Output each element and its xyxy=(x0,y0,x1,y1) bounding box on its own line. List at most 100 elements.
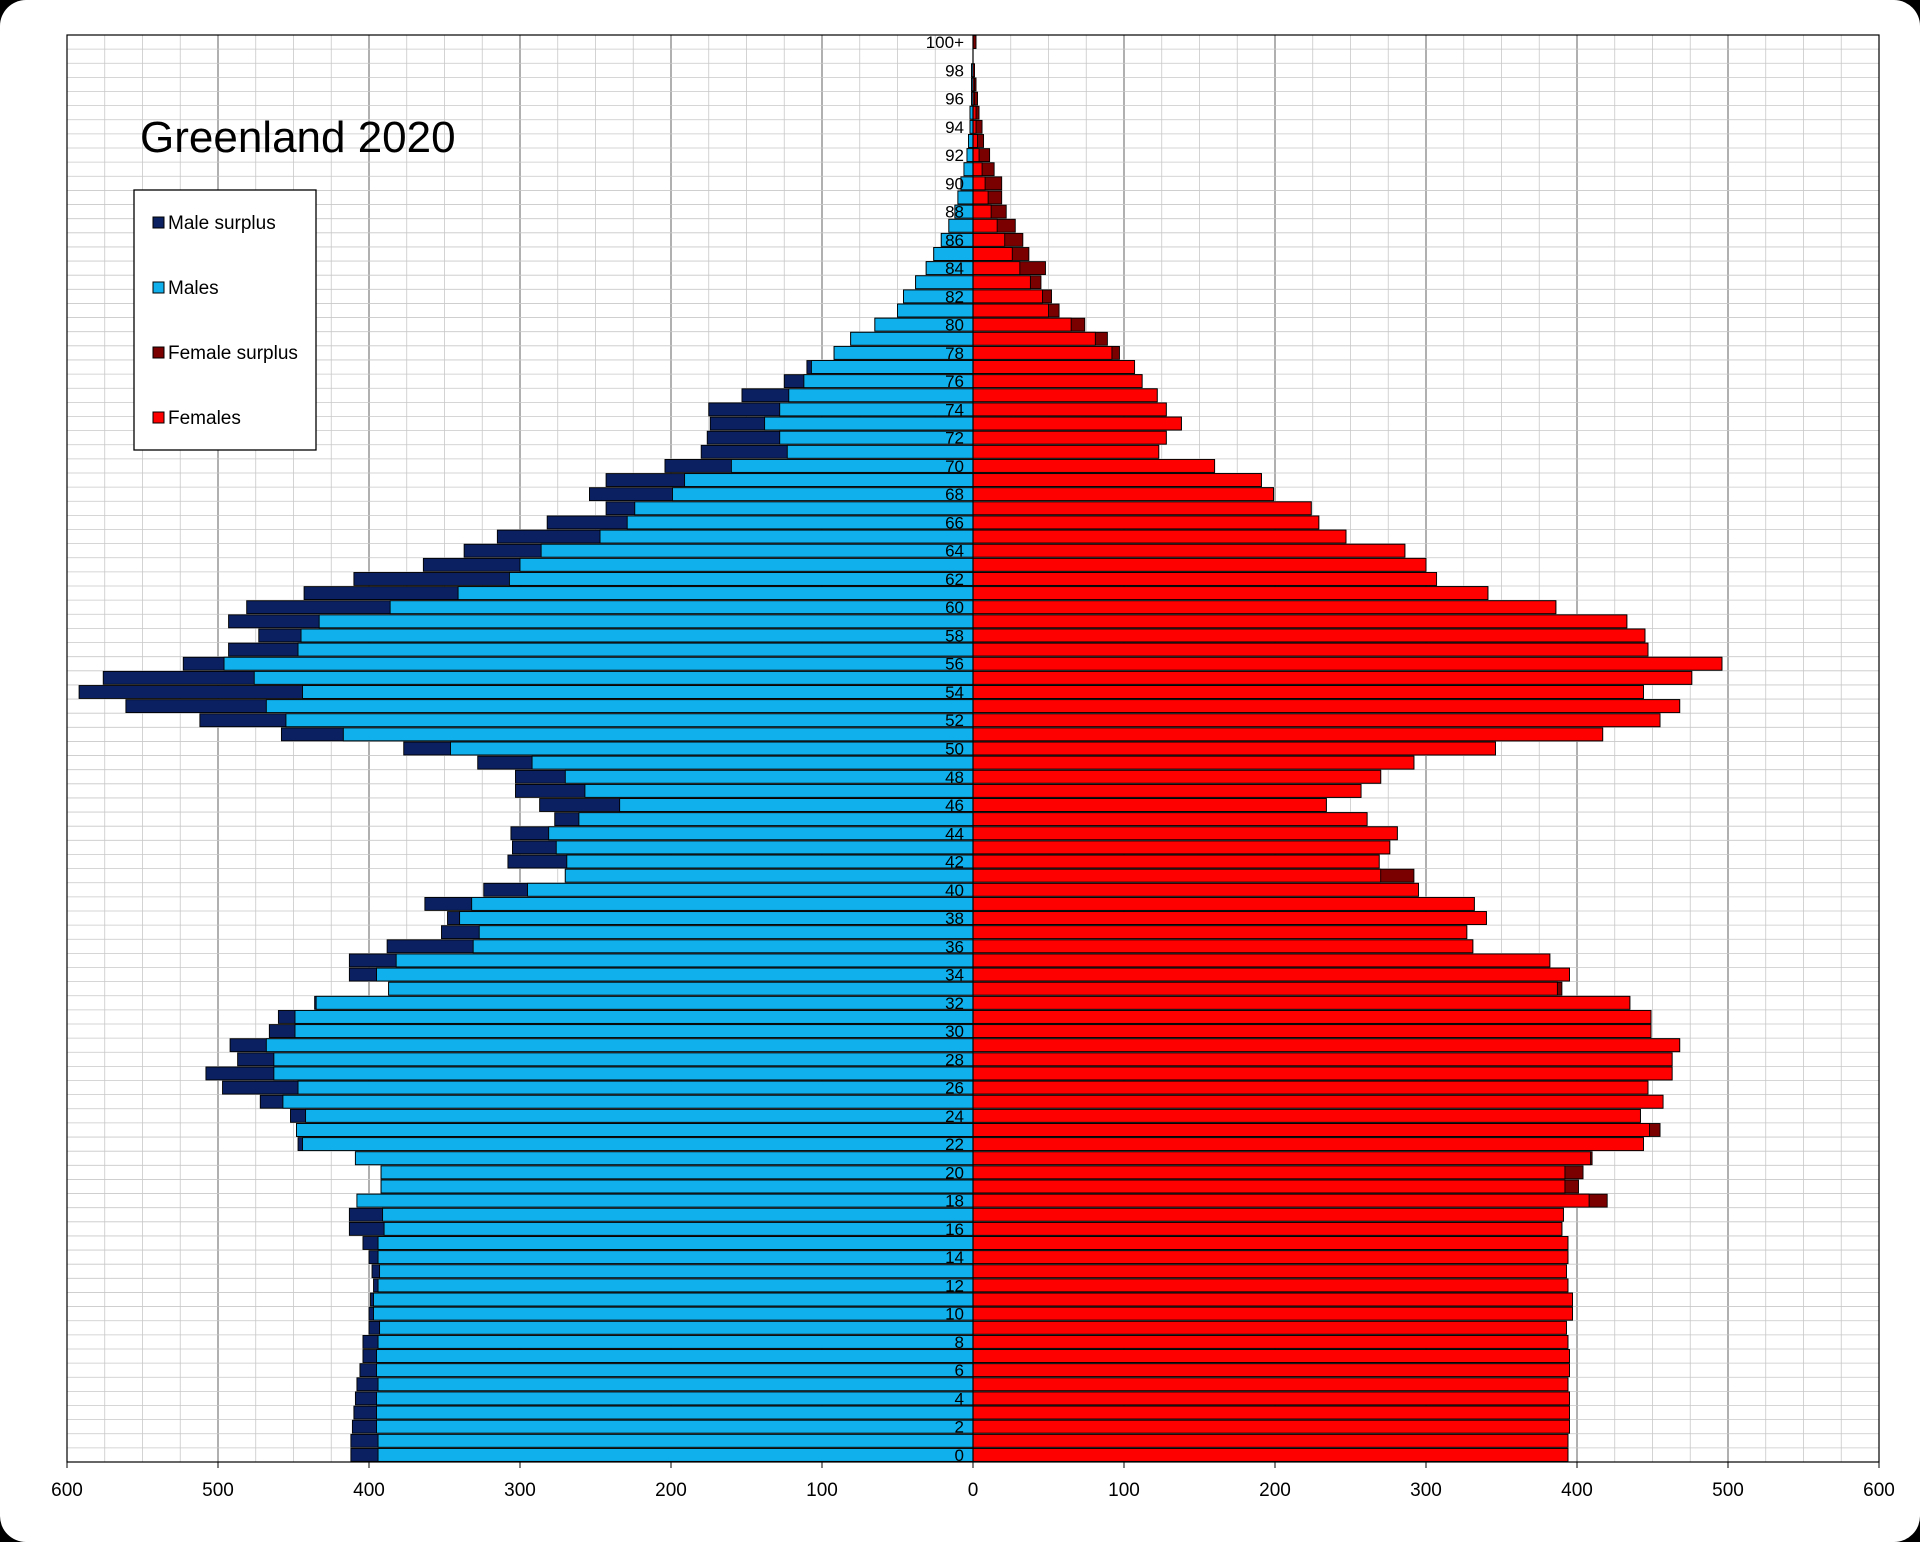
age-label: 64 xyxy=(945,542,964,561)
bar-females-age-3 xyxy=(972,1405,1570,1420)
bar-males-age-29 xyxy=(265,1038,974,1053)
bar-males-age-53 xyxy=(265,699,974,714)
bar-females-age-37 xyxy=(972,925,1468,940)
age-label: 24 xyxy=(945,1107,964,1126)
bar-males-age-58 xyxy=(300,628,974,643)
legend-label-males: Males xyxy=(168,278,219,299)
bar-females-age-68 xyxy=(972,487,1274,502)
x-tick-label: 300 xyxy=(1410,1480,1442,1501)
bar-females-age-77 xyxy=(972,360,1136,374)
bar-females-age-20 xyxy=(972,1165,1566,1180)
bar-females-age-52 xyxy=(972,713,1661,728)
bar-females-age-89 xyxy=(972,190,989,205)
legend: Male surplus Males Female surplus Female… xyxy=(133,189,317,451)
x-tick-label: 0 xyxy=(968,1480,979,1501)
bar-males-age-50 xyxy=(450,741,974,756)
bar-males-age-2 xyxy=(376,1419,974,1434)
bar-females-age-36 xyxy=(972,939,1474,954)
bar-females-age-53 xyxy=(972,699,1681,714)
bar-males-age-23 xyxy=(296,1123,974,1137)
bar-females-age-54 xyxy=(972,685,1644,699)
bar-females-age-2 xyxy=(972,1419,1570,1434)
age-label: 28 xyxy=(945,1050,964,1069)
bar-females-age-91 xyxy=(972,162,983,177)
age-label: 88 xyxy=(945,203,964,222)
bar-females-age-30 xyxy=(972,1024,1652,1038)
bar-males-age-15 xyxy=(377,1236,974,1250)
bar-females-age-85 xyxy=(972,247,1013,261)
age-label: 0 xyxy=(955,1446,964,1465)
age-label: 100+ xyxy=(926,33,964,52)
bar-females-age-25 xyxy=(972,1094,1664,1109)
age-label: 8 xyxy=(955,1333,964,1352)
x-tick-label: 100 xyxy=(806,1480,838,1501)
x-tick-label: 400 xyxy=(353,1480,385,1501)
bar-females-age-9 xyxy=(972,1320,1567,1335)
age-label: 6 xyxy=(955,1361,964,1380)
bar-males-age-3 xyxy=(376,1405,974,1420)
bar-females-age-83 xyxy=(972,275,1031,290)
x-tick-label: 600 xyxy=(1863,1480,1895,1501)
bar-males-age-1 xyxy=(377,1433,974,1448)
bar-females-age-24 xyxy=(972,1108,1641,1123)
bar-males-age-93 xyxy=(968,134,974,148)
age-label: 80 xyxy=(945,316,964,335)
bar-males-age-44 xyxy=(548,826,974,841)
bar-males-age-16 xyxy=(383,1221,974,1236)
bar-females-age-21 xyxy=(972,1151,1592,1166)
bar-males-age-38 xyxy=(459,911,974,925)
bar-females-age-86 xyxy=(972,232,1006,247)
bar-males-age-69 xyxy=(684,473,974,487)
bar-females-age-4 xyxy=(972,1391,1570,1406)
bar-males-age-31 xyxy=(294,1010,974,1024)
bar-females-age-8 xyxy=(972,1334,1569,1349)
bar-females-age-79 xyxy=(972,331,1096,346)
bar-males-age-22 xyxy=(302,1137,974,1152)
age-label: 16 xyxy=(945,1220,964,1239)
bar-males-age-72 xyxy=(779,430,974,445)
age-label: 70 xyxy=(945,457,964,476)
bar-males-age-20 xyxy=(380,1165,974,1180)
bar-males-age-70 xyxy=(730,459,974,473)
bar-males-age-19 xyxy=(380,1179,974,1194)
bar-females-age-62 xyxy=(972,572,1438,586)
bar-females-age-38 xyxy=(972,911,1487,925)
bar-males-age-36 xyxy=(472,939,974,954)
bar-females-age-18 xyxy=(972,1193,1590,1208)
bar-males-age-14 xyxy=(377,1250,974,1265)
bar-females-age-82 xyxy=(972,289,1043,304)
age-label: 26 xyxy=(945,1079,964,1098)
bar-females-age-72 xyxy=(972,430,1167,445)
bar-males-age-52 xyxy=(285,713,974,728)
bar-females-age-11 xyxy=(972,1292,1573,1307)
bar-females-age-57 xyxy=(972,642,1649,657)
bar-males-age-61 xyxy=(457,586,974,600)
bar-females-age-76 xyxy=(972,374,1143,389)
bar-males-age-32 xyxy=(315,995,974,1010)
bar-females-age-1 xyxy=(972,1433,1569,1448)
x-tick-label: 100 xyxy=(1108,1480,1140,1501)
bar-males-age-6 xyxy=(376,1363,974,1378)
bar-females-age-61 xyxy=(972,586,1489,600)
bar-males-age-30 xyxy=(294,1024,974,1038)
bar-males-age-73 xyxy=(764,416,974,431)
x-tick-labels: 600 500 400 300 200 100 0 100 200 300 400 500 600 xyxy=(51,1480,1895,1501)
bar-males-age-59 xyxy=(318,614,974,629)
age-label: 62 xyxy=(945,570,964,589)
bar-males-age-57 xyxy=(297,642,974,657)
bar-females-age-88 xyxy=(972,204,992,219)
bar-females-age-58 xyxy=(972,628,1646,643)
bar-males-age-21 xyxy=(354,1151,974,1166)
age-label: 12 xyxy=(945,1276,964,1295)
bar-males-age-41 xyxy=(564,868,974,883)
age-label: 56 xyxy=(945,655,964,674)
bar-females-age-19 xyxy=(972,1179,1566,1194)
bar-females-age-10 xyxy=(972,1306,1573,1321)
bar-females-age-6 xyxy=(972,1363,1570,1378)
bar-females-age-46 xyxy=(972,798,1327,812)
legend-label-male-surplus: Male surplus xyxy=(168,213,276,234)
age-label: 92 xyxy=(945,146,964,165)
bar-females-age-66 xyxy=(972,515,1320,530)
age-labels: 0246810121416182022242628303234363840424… xyxy=(926,33,964,1465)
